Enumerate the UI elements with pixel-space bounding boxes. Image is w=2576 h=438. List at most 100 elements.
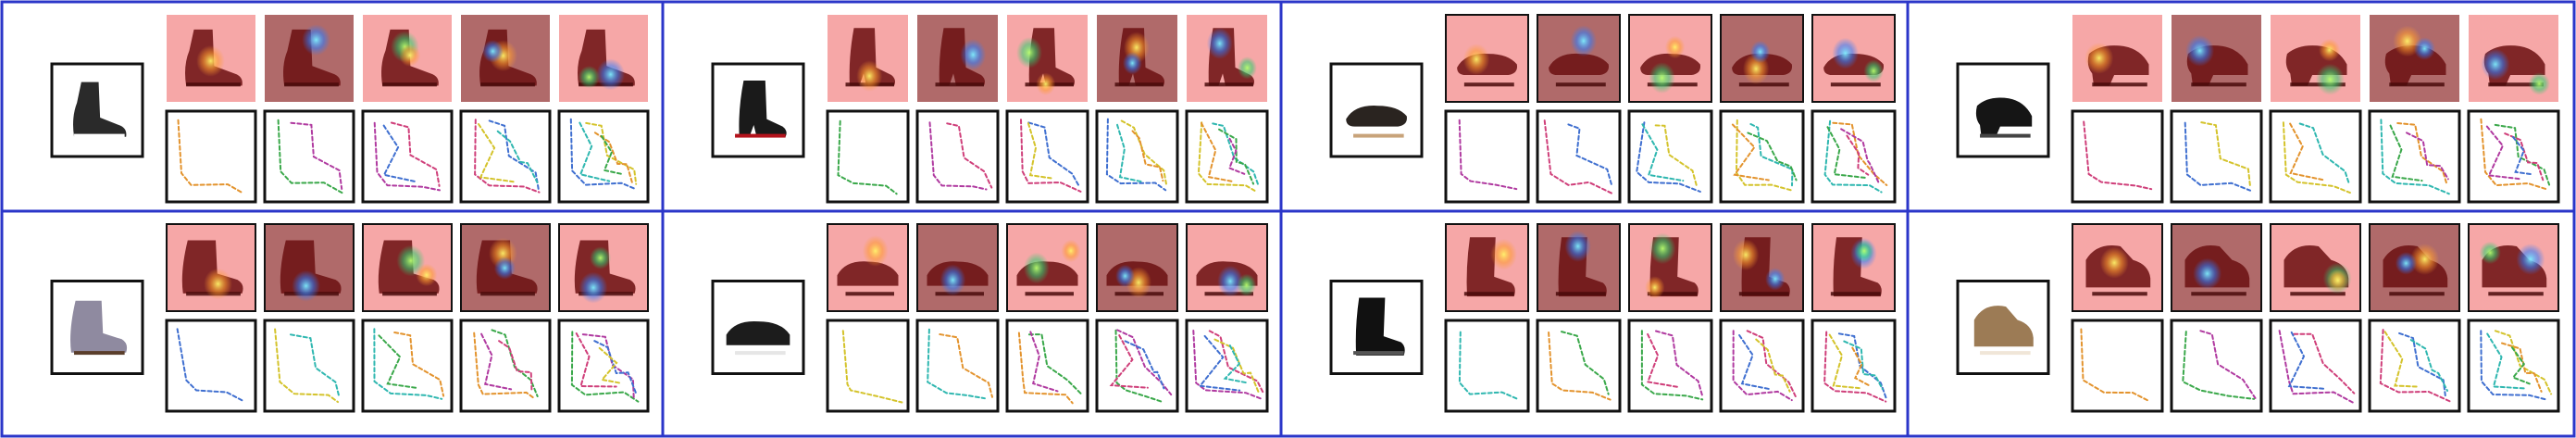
attention-blob bbox=[416, 263, 438, 287]
attention-heatmap-step-3 bbox=[1628, 223, 1712, 312]
sketch-stroke bbox=[575, 332, 617, 388]
attention-blob bbox=[481, 40, 504, 63]
attention-heatmap-step-1 bbox=[828, 15, 908, 102]
attention-blob bbox=[1749, 40, 1771, 64]
sketch-stroke bbox=[939, 333, 993, 398]
sketch-stroke bbox=[927, 328, 986, 400]
sketch-stroke bbox=[1732, 330, 1793, 402]
sketch-stroke bbox=[569, 118, 638, 191]
attention-heatmap-step-5 bbox=[2468, 223, 2559, 312]
strap-sandal-icon bbox=[726, 320, 790, 356]
sketch-stroke bbox=[176, 328, 245, 403]
sketch-stroke bbox=[2200, 121, 2251, 187]
attention-blob bbox=[1564, 231, 1591, 262]
attention-blob bbox=[2084, 42, 2114, 74]
attention-heatmap-step-5 bbox=[1186, 223, 1268, 312]
attention-blob bbox=[1832, 37, 1859, 69]
sketch-stroke bbox=[2511, 346, 2531, 385]
sketch-stroke bbox=[2389, 124, 2423, 182]
attention-blob bbox=[2395, 252, 2418, 275]
attention-heatmap-step-4 bbox=[1720, 14, 1804, 103]
sketch-stroke bbox=[2379, 329, 2452, 403]
attention-heatmap-step-5 bbox=[1811, 14, 1896, 103]
sneaker-icon bbox=[1973, 306, 2034, 356]
sketch-stroke bbox=[2287, 331, 2327, 390]
sketch-step-3 bbox=[361, 319, 454, 413]
sketch-stroke bbox=[1746, 330, 1797, 397]
sketch-stroke bbox=[2298, 122, 2351, 186]
sketch-stroke bbox=[1826, 126, 1867, 179]
attention-blob bbox=[579, 271, 608, 304]
attention-heatmap-step-3 bbox=[1006, 223, 1089, 312]
ankle-boot-icon bbox=[73, 81, 127, 138]
attention-blob bbox=[1115, 264, 1136, 288]
sketch-stroke bbox=[2083, 120, 2153, 191]
attention-heatmap-step-4 bbox=[1720, 223, 1804, 312]
sketch-stroke bbox=[2199, 330, 2257, 399]
attention-blob bbox=[196, 44, 225, 77]
sketch-stroke bbox=[1543, 119, 1614, 195]
sketch-stroke bbox=[928, 121, 988, 191]
sketch-stroke bbox=[2501, 342, 2543, 393]
sketch-stroke bbox=[393, 332, 445, 397]
sketch-step-4 bbox=[1095, 109, 1179, 204]
sketch-stroke bbox=[1840, 128, 1881, 185]
sketch-step-1 bbox=[1444, 319, 1530, 413]
sketch-step-5 bbox=[1811, 109, 1897, 204]
sketch-stroke bbox=[1654, 124, 1698, 187]
sketch-stroke bbox=[1228, 137, 1246, 175]
attention-heatmap-step-3 bbox=[363, 15, 452, 102]
attention-heatmap-step-3 bbox=[362, 223, 453, 312]
sketch-stroke bbox=[2504, 132, 2545, 181]
sketch-step-2 bbox=[1536, 319, 1622, 413]
sketch-stroke bbox=[2282, 121, 2351, 194]
sketch-step-2 bbox=[915, 319, 1000, 413]
attention-heatmap-step-2 bbox=[1537, 14, 1621, 103]
sketch-step-3 bbox=[1627, 109, 1713, 204]
sketch-stroke bbox=[1636, 121, 1701, 193]
sketch-step-2 bbox=[2170, 319, 2263, 413]
sketch-step-4 bbox=[2368, 319, 2461, 413]
sketch-stroke bbox=[1198, 334, 1241, 392]
attention-blob bbox=[2315, 63, 2345, 95]
attention-heatmap-step-4 bbox=[2369, 223, 2460, 312]
sketch-stroke bbox=[378, 334, 418, 389]
attention-blob bbox=[204, 268, 232, 300]
sketch-stroke bbox=[1548, 332, 1612, 401]
sketch-stroke bbox=[1017, 332, 1074, 405]
sketch-step-3 bbox=[2269, 109, 2362, 204]
sketch-stroke bbox=[1027, 333, 1082, 394]
sketch-stroke bbox=[841, 330, 903, 404]
sketch-stroke bbox=[2494, 123, 2551, 186]
attention-blob bbox=[2413, 37, 2436, 60]
sketch-stroke bbox=[1131, 130, 1164, 182]
attention-blob bbox=[2410, 244, 2440, 275]
sketch-step-3 bbox=[1627, 319, 1713, 413]
attention-blob bbox=[493, 257, 516, 280]
sketch-stroke bbox=[177, 119, 244, 194]
sketch-step-5 bbox=[2467, 109, 2560, 204]
attention-blob bbox=[2193, 257, 2222, 290]
sketch-step-5 bbox=[1185, 319, 1269, 413]
heeled-boot-icon bbox=[735, 81, 787, 138]
sketch-stroke bbox=[290, 121, 343, 190]
attention-heatmap-step-5 bbox=[1187, 15, 1267, 102]
fringe-boot-icon bbox=[70, 300, 128, 356]
sketch-step-3 bbox=[1005, 319, 1089, 413]
attention-blob bbox=[1854, 239, 1874, 263]
attention-heatmap-step-2 bbox=[917, 15, 998, 102]
attention-heatmap-step-4 bbox=[460, 223, 551, 312]
sketch-stroke bbox=[1213, 338, 1260, 393]
sketch-stroke bbox=[1027, 122, 1052, 180]
sketch-stroke bbox=[277, 119, 345, 195]
attention-heatmap-step-3 bbox=[1007, 15, 1088, 102]
platform-shoe-icon bbox=[1975, 97, 2033, 138]
panel-2-heeled-ankle-boot bbox=[711, 15, 1269, 204]
sketch-stroke bbox=[290, 333, 340, 396]
attention-blob bbox=[940, 264, 966, 296]
sketch-stroke bbox=[593, 340, 637, 394]
sketch-step-2 bbox=[2170, 109, 2263, 204]
attention-heatmap-step-1 bbox=[1445, 14, 1529, 103]
